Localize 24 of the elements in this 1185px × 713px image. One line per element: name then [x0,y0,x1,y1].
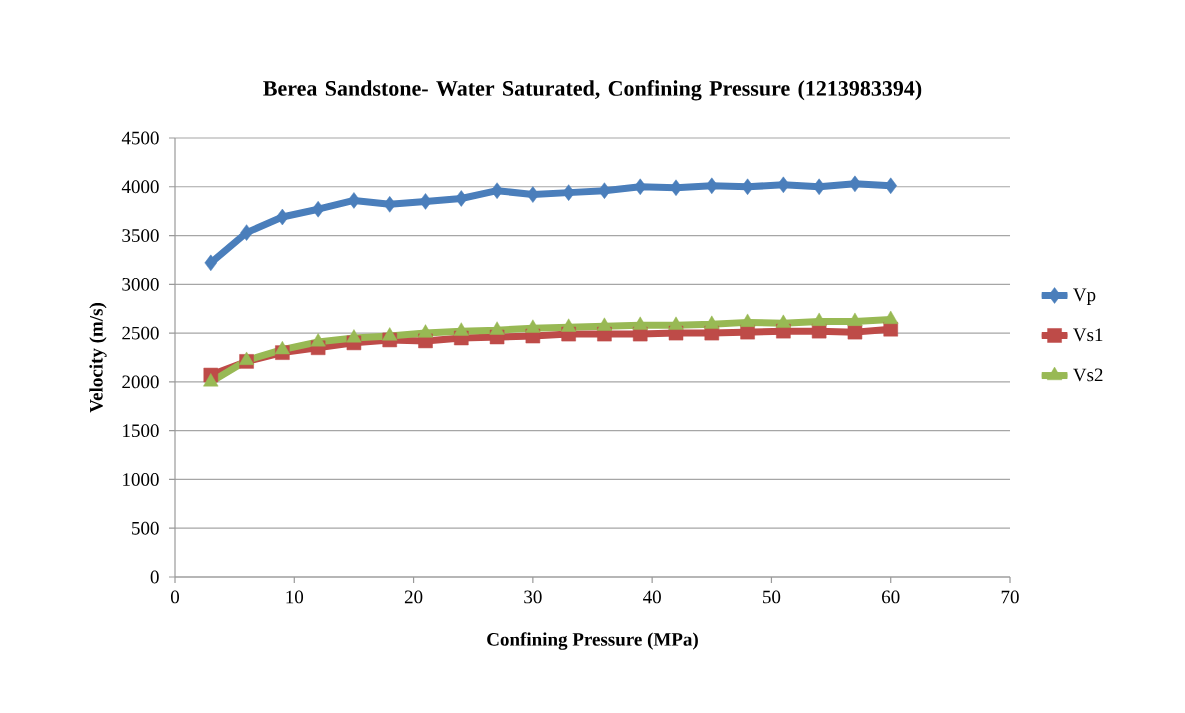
y-tick-label: 4500 [121,131,159,145]
x-tick-label: 60 [882,590,900,604]
legend-label: Vp [1073,288,1096,305]
x-tick-label: 70 [1001,590,1019,604]
x-tick-label: 40 [643,590,661,604]
y-tick-label: 1500 [123,424,159,438]
y-axis-title: Velocity (m/s) [89,303,107,413]
x-tick-label: 20 [404,590,423,604]
x-tick-label: 50 [763,590,781,604]
x-tick-label: 10 [286,590,304,604]
x-axis-title: Confining Pressure (MPa) [487,632,698,650]
legend-label: Vs2 [1073,368,1103,382]
x-tick-label: 0 [170,590,180,604]
x-tick-label: 30 [524,590,542,604]
y-tick-label: 1000 [123,473,159,486]
y-tick-label: 2000 [122,375,159,389]
y-tick-label: 4000 [121,180,159,194]
legend-label: Vs1 [1073,328,1103,342]
y-tick-label: 3000 [122,277,159,291]
chart-title: Berea Sandstone- Water Saturated, Confining Pressure (1213983394) [263,80,922,101]
y-tick-label: 3500 [122,229,159,242]
y-tick-label: 2500 [122,326,159,340]
y-tick-label: 0 [150,570,159,584]
y-tick-label: 500 [132,521,159,535]
